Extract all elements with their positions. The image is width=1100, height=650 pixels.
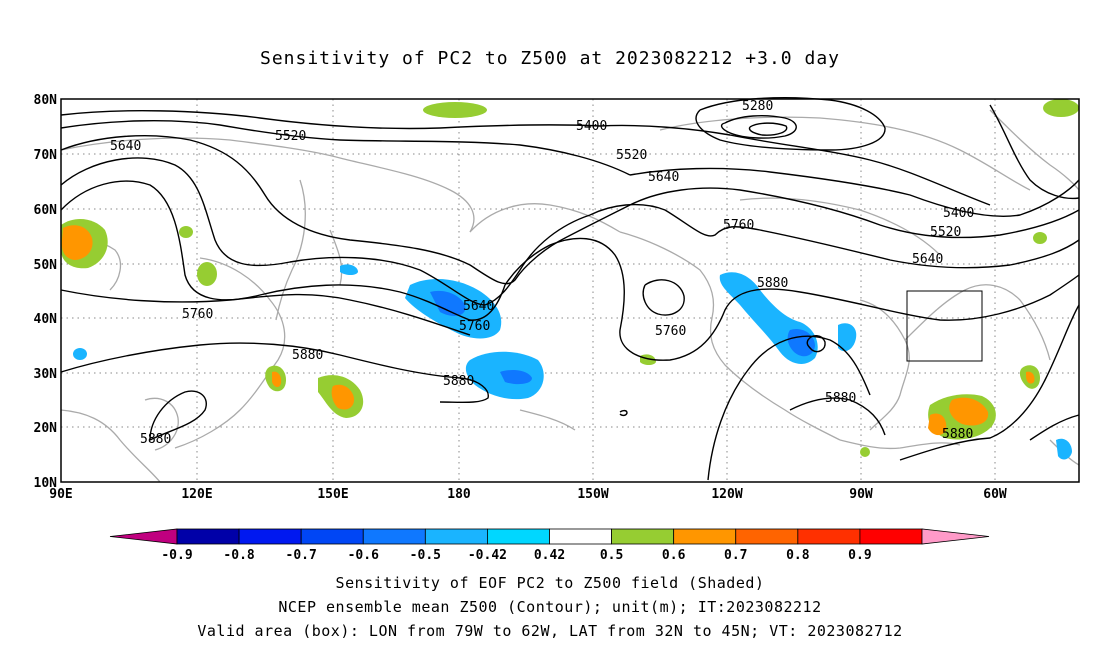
contour-label: 5520 xyxy=(930,225,961,240)
colorbar-label: -0.6 xyxy=(348,548,379,563)
colorbar-box xyxy=(238,528,302,545)
colorbar-box xyxy=(176,528,240,545)
lat-label: 60N xyxy=(34,203,58,218)
lat-label: 10N xyxy=(34,476,58,491)
colorbar-box xyxy=(611,528,675,545)
colorbar-over-triangle xyxy=(921,528,990,545)
contour-label: 5760 xyxy=(723,218,754,233)
colorbar-label: -0.9 xyxy=(161,548,192,563)
colorbar-label: 0.5 xyxy=(600,548,623,563)
lon-label: 60W xyxy=(983,487,1007,502)
colorbar-box xyxy=(797,528,861,545)
colorbar-box xyxy=(735,528,799,545)
lat-label: 50N xyxy=(34,258,58,273)
coastlines xyxy=(60,109,1080,483)
colorbar-under-triangle xyxy=(109,528,178,545)
colorbar-box xyxy=(424,528,488,545)
lat-label: 40N xyxy=(34,312,58,327)
colorbar-box xyxy=(549,528,612,545)
lat-label: 70N xyxy=(34,148,58,163)
longitude-labels: 90E 120E 150E 180 150W 120W 90W 60W xyxy=(49,487,1007,502)
lon-label: 90W xyxy=(849,487,873,502)
valid-area-box xyxy=(906,290,983,362)
lat-label: 20N xyxy=(34,421,58,436)
lon-label: 120E xyxy=(181,487,212,502)
lon-label: 180 xyxy=(447,487,471,502)
contour-label: 5880 xyxy=(140,432,171,447)
colorbar-label: 0.42 xyxy=(534,548,565,563)
caption-contour: NCEP ensemble mean Z500 (Contour); unit(… xyxy=(278,598,822,616)
contour-labels: 5280 5400 5520 5640 5760 5880 5400 5520 … xyxy=(140,99,974,447)
contour-label: 5760 xyxy=(655,324,686,339)
contour-label: 5880 xyxy=(292,348,323,363)
lat-label: 80N xyxy=(34,93,58,108)
colorbar-box xyxy=(673,528,737,545)
colorbar-box xyxy=(859,528,923,545)
map-title: Sensitivity of PC2 to Z500 at 2023082212… xyxy=(259,48,840,69)
contour-label: 5400 xyxy=(576,119,607,134)
contour-label: 5520 xyxy=(616,148,647,163)
contour-label: 5640 xyxy=(648,170,679,185)
contour-label: 5280 xyxy=(742,99,773,114)
contour-label: 5880 xyxy=(443,374,474,389)
colorbar-label: 0.9 xyxy=(848,548,871,563)
caption-valid-area: Valid area (box): LON from 79W to 62W, L… xyxy=(197,622,903,640)
contour-label: 5640 xyxy=(912,252,943,267)
contour-label: 5880 xyxy=(825,391,856,406)
contour-label: 5760 xyxy=(459,319,490,334)
colorbar-box xyxy=(362,528,426,545)
contour-label: 5400 xyxy=(943,206,974,221)
z500-contours xyxy=(60,97,1080,481)
caption-shading: Sensitivity of EOF PC2 to Z500 field (Sh… xyxy=(335,574,765,592)
colorbar: -0.9 -0.8 -0.7 -0.6 -0.5 -0.42 0.42 0.5 0.6 0.7 0.… xyxy=(109,528,990,563)
colorbar-label: -0.42 xyxy=(468,548,507,563)
contour-label: 5880 xyxy=(942,427,973,442)
contour-label: 5880 xyxy=(757,276,788,291)
lon-label: 90E xyxy=(49,487,72,502)
colorbar-label: -0.8 xyxy=(223,548,254,563)
lon-label: 120W xyxy=(711,487,742,502)
colorbar-label: -0.5 xyxy=(410,548,441,563)
contour-labels-top: 5520 5640 xyxy=(110,129,306,154)
colorbar-label: 0.7 xyxy=(724,548,747,563)
colorbar-label: -0.7 xyxy=(286,548,317,563)
map-border xyxy=(60,98,1080,483)
latitude-labels: 80N 70N 60N 50N 40N 30N 20N 10N xyxy=(34,93,58,491)
colorbar-label: 0.6 xyxy=(662,548,686,563)
colorbar-label: 0.8 xyxy=(786,548,810,563)
contour-label: 5760 xyxy=(182,307,213,322)
contour-label: 5640 xyxy=(463,299,494,314)
lat-label: 30N xyxy=(34,367,58,382)
colorbar-box xyxy=(487,528,550,545)
lon-label: 150W xyxy=(577,487,608,502)
colorbar-box xyxy=(300,528,364,545)
sensitivity-shading xyxy=(61,99,1079,460)
lon-label: 150E xyxy=(317,487,348,502)
contour-label: 5520 xyxy=(275,129,306,144)
contour-label: 5640 xyxy=(110,139,141,154)
